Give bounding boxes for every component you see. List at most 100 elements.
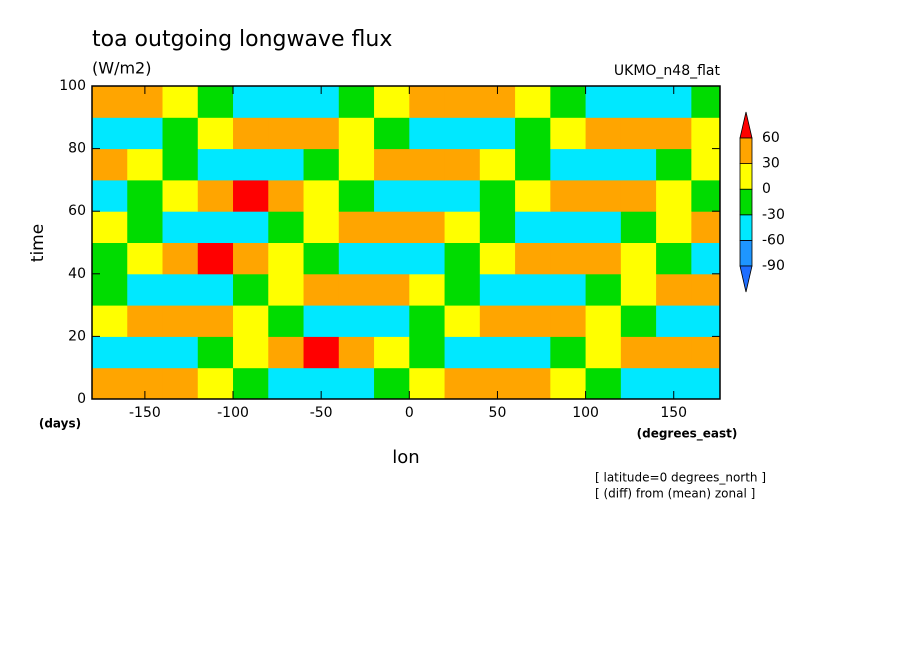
heat-cell	[338, 86, 375, 118]
colorbar-label: -90	[762, 258, 785, 274]
heat-cell	[338, 367, 375, 400]
heat-cell	[515, 117, 551, 150]
heat-cell	[162, 273, 199, 306]
heat-cell	[620, 179, 657, 212]
heat-cell	[656, 336, 692, 369]
heat-cell	[444, 336, 481, 369]
y-tick-label: 20	[68, 328, 86, 344]
heat-cell	[92, 117, 128, 150]
heat-cell	[620, 367, 657, 400]
heat-cell	[303, 179, 340, 212]
heat-cell	[550, 336, 587, 369]
heat-cell	[585, 179, 622, 212]
heat-cell	[620, 336, 657, 369]
heat-cell	[197, 367, 234, 400]
heat-cell	[233, 148, 269, 181]
heat-cell	[585, 336, 622, 369]
heat-cell	[374, 336, 410, 369]
heat-cell	[374, 117, 410, 150]
heat-cell	[268, 242, 305, 275]
colorbar-label: 30	[762, 156, 780, 172]
y-tick-label: 60	[68, 203, 86, 219]
heat-cell	[374, 273, 410, 306]
heat-cell	[197, 305, 234, 337]
heat-cell	[268, 179, 305, 212]
heat-cell	[127, 305, 164, 337]
heat-cell	[515, 148, 551, 181]
colorbar-box	[739, 163, 753, 190]
x-tick-label: 150	[660, 405, 687, 421]
heat-cell	[127, 336, 164, 369]
heat-cell	[444, 148, 481, 181]
heat-cell	[127, 273, 164, 306]
heat-cell	[620, 242, 657, 275]
heat-cell	[197, 211, 234, 243]
note: [ (diff) from (mean) zonal ]	[595, 487, 755, 501]
heat-cell	[409, 367, 446, 400]
heat-cell	[691, 305, 721, 337]
heat-cell	[479, 117, 516, 150]
heat-cell	[197, 242, 234, 275]
heat-cell	[162, 305, 199, 337]
heat-cell	[444, 117, 481, 150]
heat-cell	[268, 273, 305, 306]
x-tick-label: -150	[129, 405, 161, 421]
heat-cell	[550, 117, 587, 150]
heat-cell	[585, 242, 622, 275]
heat-cell	[409, 305, 446, 337]
heat-cell	[197, 117, 234, 150]
heat-cell	[374, 367, 410, 400]
heat-cell	[233, 336, 269, 369]
heat-cell	[515, 336, 551, 369]
heat-cell	[656, 273, 692, 306]
x-tick-label: 0	[405, 405, 414, 421]
heat-cell	[479, 211, 516, 243]
heat-cell	[691, 273, 721, 306]
heat-cell	[620, 86, 657, 118]
heat-cell	[233, 179, 269, 212]
heat-cell	[691, 211, 721, 243]
heat-cell	[550, 305, 587, 337]
heat-cell	[550, 179, 587, 212]
heat-cell	[338, 273, 375, 306]
heat-cell	[515, 242, 551, 275]
heat-cell	[197, 148, 234, 181]
heat-cell	[585, 148, 622, 181]
note: [ latitude=0 degrees_north ]	[595, 471, 766, 485]
heat-cell	[550, 86, 587, 118]
heat-cell	[162, 148, 199, 181]
heat-cell	[585, 367, 622, 400]
heat-cell	[444, 211, 481, 243]
heat-cell	[162, 179, 199, 212]
heat-cell	[338, 117, 375, 150]
heat-cell	[233, 117, 269, 150]
heat-cell	[444, 273, 481, 306]
heat-cell	[268, 148, 305, 181]
x-tick-label: 50	[489, 405, 507, 421]
heat-cell	[197, 86, 234, 118]
heat-cell	[656, 305, 692, 337]
heat-cell	[550, 273, 587, 306]
heat-cell	[92, 273, 128, 306]
heat-cell	[515, 179, 551, 212]
heat-cell	[374, 179, 410, 212]
heat-cell	[338, 305, 375, 337]
heat-cell	[374, 242, 410, 275]
heat-cell	[409, 148, 446, 181]
heat-cell	[409, 242, 446, 275]
heat-cell	[197, 179, 234, 212]
heat-cell	[656, 211, 692, 243]
heat-cell	[233, 86, 269, 118]
heat-cell	[303, 242, 340, 275]
heat-cell	[691, 117, 721, 150]
heat-cell	[585, 273, 622, 306]
heat-cell	[233, 242, 269, 275]
chart-title: toa outgoing longwave flux	[92, 27, 392, 52]
heat-cell	[515, 273, 551, 306]
heat-cell	[479, 273, 516, 306]
heat-cell	[585, 117, 622, 150]
colorbar-box	[739, 188, 753, 216]
heat-cell	[656, 242, 692, 275]
heat-cell	[409, 179, 446, 212]
